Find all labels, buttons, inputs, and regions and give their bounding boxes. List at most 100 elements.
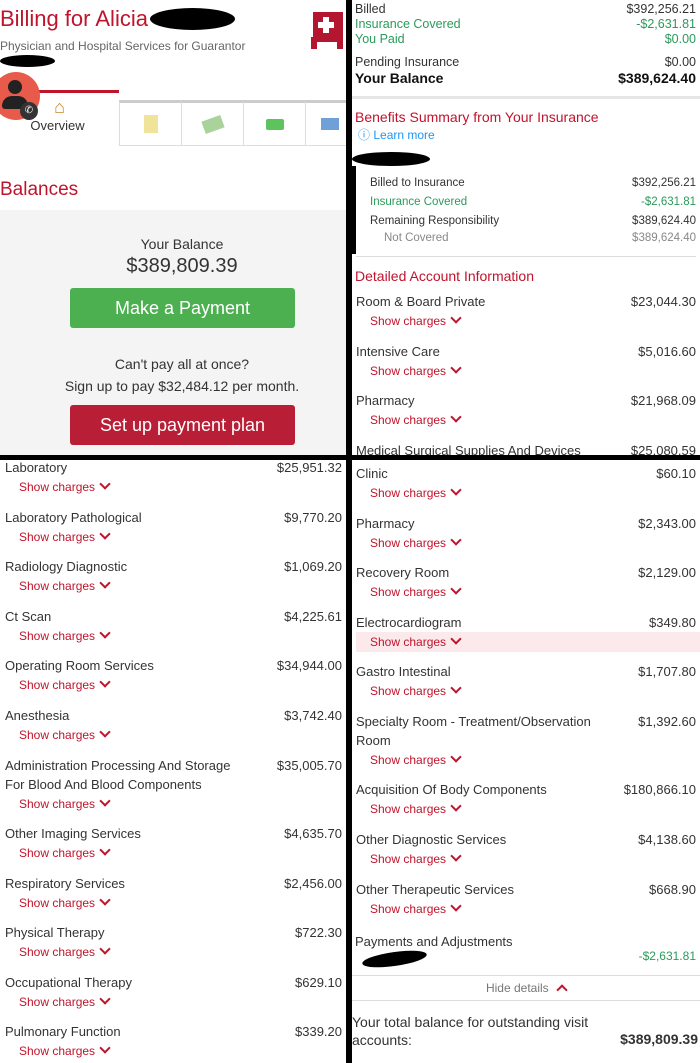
show-charges-button[interactable]: Show charges (5, 527, 111, 547)
charge-amount: $23,044.30 (630, 294, 696, 309)
show-charges-button[interactable]: Show charges (356, 483, 462, 503)
chevron-down-icon (99, 726, 111, 738)
show-charges-button[interactable]: Show charges (356, 750, 462, 770)
show-charges-button[interactable]: Show charges (5, 893, 111, 913)
show-charges-button[interactable]: Show charges (356, 410, 462, 430)
show-charges-button[interactable]: Show charges (356, 681, 462, 701)
chevron-down-icon (450, 633, 462, 645)
show-charges-label: Show charges (370, 486, 447, 500)
show-charges-button[interactable]: Show charges (5, 794, 111, 814)
chevron-down-icon (450, 484, 462, 496)
show-charges-button[interactable]: Show charges (356, 799, 462, 819)
charge-amount: $2,456.00 (284, 875, 342, 891)
show-charges-button[interactable]: Show charges (5, 942, 111, 962)
show-charges-button[interactable]: Show charges (356, 849, 462, 869)
charge-name: Other Diagnostic Services (356, 832, 507, 848)
show-charges-button[interactable]: Show charges (5, 626, 111, 646)
page-subtitle: Physician and Hospital Services for Guar… (0, 39, 246, 53)
charge-amount: $2,343.00 (638, 515, 696, 531)
label: Pending Insurance (355, 55, 460, 69)
charge-name: Room & Board Private (356, 294, 486, 309)
charge-name: Other Therapeutic Services (356, 881, 514, 897)
redaction (352, 152, 430, 166)
summary-row-balance: Your Balance $389,624.40 (355, 70, 696, 86)
tab-account[interactable] (305, 100, 346, 146)
chevron-down-icon (99, 577, 111, 589)
chevron-down-icon (99, 627, 111, 639)
show-charges-button[interactable]: Show charges (5, 477, 111, 497)
summary-row-paid: You Paid $0.00 (355, 32, 696, 47)
charge-item: Room & Board Private $23,044.30 Show charg… (352, 292, 700, 342)
chevron-down-icon (450, 800, 462, 813)
charge-name: Clinic (356, 466, 388, 481)
charge-amount: $1,392.60 (638, 713, 696, 729)
show-charges-button[interactable]: Show charges (356, 582, 462, 602)
label: Not Covered (384, 232, 449, 244)
chevron-up-icon (556, 984, 568, 996)
charge-item: Clinic $60.10 Show charges (352, 464, 700, 514)
benefits-row: Not Covered $389,624.40 (370, 231, 696, 246)
charge-amount: $4,635.70 (284, 826, 342, 842)
show-charges-button[interactable]: Show charges (5, 675, 111, 695)
payments-adjustments: Payments and Adjustments -$2,631.81 (355, 934, 696, 963)
chevron-down-icon (450, 411, 462, 423)
charge-item: Recovery Room $2,129.00 Show charges (352, 563, 700, 613)
chevron-down-icon (450, 899, 462, 912)
charge-name: Physical Therapy (5, 925, 105, 941)
label: Billed (355, 2, 386, 16)
show-charges-button[interactable]: Show charges (5, 725, 111, 745)
charge-item: Acquisition Of Body Components $180,866.1… (352, 780, 700, 830)
charge-item: Laboratory Pathological $9,770.20 Show cha… (1, 508, 346, 558)
show-charges-label: Show charges (19, 678, 96, 693)
show-charges-button[interactable]: Show charges (356, 361, 462, 381)
chat-head-avatar[interactable]: ✆ (0, 72, 40, 120)
show-charges-button[interactable]: Show charges (5, 843, 111, 863)
charge-item: Physical Therapy $722.30 Show charges (1, 923, 346, 973)
charge-item: Operating Room Services $34,944.00 Show ch… (1, 656, 346, 706)
value: -$2,631.81 (641, 196, 696, 208)
show-charges-label: Show charges (370, 852, 447, 867)
show-charges-label: Show charges (370, 363, 447, 378)
value: -$2,631.81 (636, 17, 696, 31)
show-charges-button[interactable]: Show charges (356, 631, 700, 652)
summary-row-pending: Pending Insurance $0.00 (355, 55, 696, 70)
label: You Paid (355, 32, 405, 46)
phone-icon: ✆ (20, 102, 38, 120)
tab-messages[interactable] (243, 100, 306, 146)
chevron-down-icon (450, 850, 462, 862)
charge-item: Respiratory Services $2,456.00 Show charge… (1, 874, 346, 924)
show-charges-button[interactable]: Show charges (5, 576, 111, 596)
summary-row-insurance: Insurance Covered -$2,631.81 (355, 17, 696, 32)
charges-list: Clinic $60.10 Show charges Pharmacy $2,343.0… (352, 464, 700, 929)
value: $389,624.40 (632, 232, 696, 244)
your-balance-amount: $389,809.39 (126, 255, 238, 277)
charges-panel-right: Clinic $60.10 Show charges Pharmacy $2,343.0… (352, 460, 700, 1063)
setup-payment-plan-button[interactable]: Set up payment plan (70, 405, 295, 445)
redaction (0, 55, 55, 67)
chevron-down-icon (99, 478, 111, 490)
show-charges-label: Show charges (19, 846, 96, 861)
tab-payments[interactable] (181, 100, 244, 146)
charge-item: Other Imaging Services $4,635.70 Show char… (1, 824, 346, 874)
learn-more-link[interactable]: ⓘ Learn more (358, 126, 435, 143)
charges-panel-left: Laboratory $25,951.32 Show charges Laborato… (0, 460, 346, 1063)
show-charges-button[interactable]: Show charges (356, 899, 462, 919)
show-charges-label: Show charges (19, 480, 96, 494)
benefits-row: Insurance Covered -$2,631.81 (370, 193, 696, 212)
tab-documents[interactable] (119, 100, 182, 146)
charge-item: Occupational Therapy $629.10 Show charges (1, 973, 346, 1023)
charge-item: Radiology Diagnostic $1,069.20 Show charge… (1, 557, 346, 607)
show-charges-button[interactable]: Show charges (356, 311, 462, 331)
show-charges-label: Show charges (370, 535, 447, 550)
make-payment-button[interactable]: Make a Payment (70, 288, 295, 328)
charge-amount: $5,016.60 (638, 343, 696, 359)
charge-name: Electrocardiogram (356, 614, 462, 630)
show-charges-button[interactable]: Show charges (5, 992, 111, 1012)
show-charges-button[interactable]: Show charges (356, 533, 462, 553)
charge-amount: $9,770.20 (284, 509, 342, 525)
hide-details-button[interactable]: Hide details (352, 981, 700, 996)
tab-overview[interactable]: ⌂ Overview (0, 93, 119, 147)
charge-item: Other Therapeutic Services $668.90 Show ch… (352, 880, 700, 930)
chevron-down-icon (99, 794, 111, 807)
show-charges-button[interactable]: Show charges (5, 1041, 111, 1061)
